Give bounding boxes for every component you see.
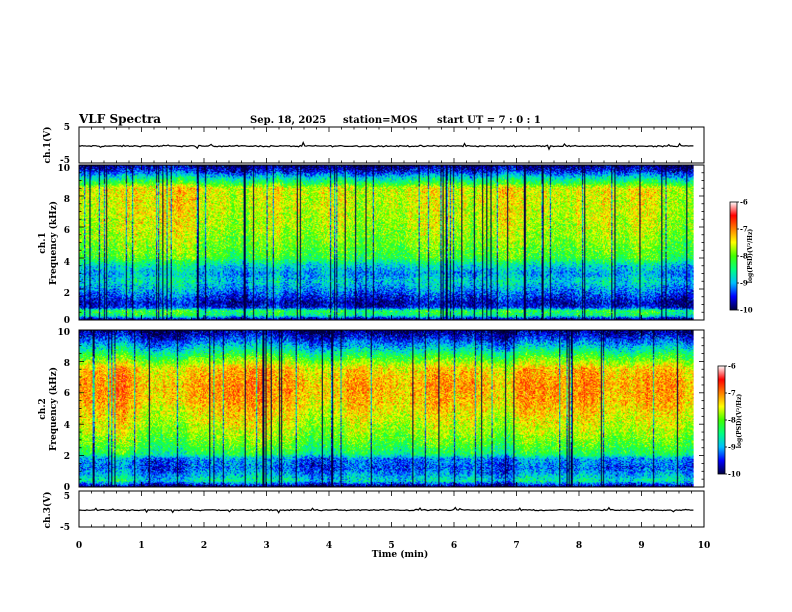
time-axis-tick-label: 5: [388, 541, 394, 551]
ch1-spectrogram-frame: [78, 164, 705, 321]
ch1-colorbar: -6 -7 -8 -9 -10 log(PSD)(V²/Hz): [729, 198, 754, 315]
ch1-spectrogram-panel: 0 2 4 6 8 10 ch.1 Frequency (kHz): [38, 164, 705, 326]
ch2-colorbar-tick-label: -7: [728, 389, 736, 398]
ch2-spectrogram-heatmap: [79, 330, 704, 487]
ch1v-ytick-bottom: -5: [60, 156, 70, 166]
ch2s-ylabel-channel: ch.2: [38, 398, 48, 419]
ch1v-ylabel: ch.1(V): [42, 127, 53, 164]
ch1-spectrogram-heatmap: [79, 165, 704, 320]
time-axis-tick-label: 9: [638, 541, 644, 551]
ch1s-ylabel-frequency: Frequency (kHz): [48, 201, 59, 285]
time-axis-tick-label: 8: [576, 541, 582, 551]
ch2s-ylabel-frequency: Frequency (kHz): [48, 367, 59, 451]
ch3v-ylabel: ch.3(V): [42, 492, 53, 529]
time-axis-tick-labels: 0 1 2 3 4 5 6 7 8 9 10: [76, 541, 710, 551]
ch1s-ytick-6: 6: [64, 226, 70, 236]
ch3-voltage-frame: [78, 490, 705, 528]
ch1-colorbar-tick-label: -7: [740, 225, 748, 234]
time-axis-tick-label: 1: [138, 541, 144, 551]
ch3-voltage-trace: [79, 506, 694, 514]
time-axis-label: Time (min): [372, 549, 429, 560]
ch2-spectrogram-panel: 0 2 4 6 8 10 ch.2 Frequency (kHz): [38, 328, 705, 493]
start-ut-label: start UT = 7 : 0 : 1: [437, 115, 541, 126]
ch2-colorbar-tick-label: -9: [728, 443, 736, 452]
ch1s-ytick-8: 8: [64, 195, 70, 205]
ch2s-ytick-10: 10: [57, 328, 70, 338]
figure-title: VLF Spectra: [78, 112, 161, 126]
ch2-colorbar-tick-label: -10: [728, 470, 741, 479]
ch1v-ytick-top: 5: [64, 123, 70, 133]
time-axis-tick-label: 7: [513, 541, 519, 551]
ch1-colorbar-tick-label: -10: [740, 306, 753, 315]
ch2-colorbar-tick-label: -6: [728, 362, 736, 371]
ch3v-ytick-top: 5: [64, 492, 70, 502]
ch2-colorbar-tick-label: -8: [728, 416, 736, 425]
time-axis-tick-label: 2: [201, 541, 207, 551]
ch2-colorbar-label: log(PSD)(V²/Hz): [736, 394, 743, 449]
ch1s-ytick-0: 0: [64, 316, 70, 326]
ch2s-ytick-8: 8: [64, 359, 70, 369]
ch1-colorbar-tick-label: -8: [740, 252, 748, 261]
time-axis-tick-label: 0: [76, 541, 82, 551]
ch3-voltage-panel: 5 -5 ch.3(V): [42, 490, 705, 533]
time-axis-tick-label: 3: [263, 541, 269, 551]
ch2-spectrogram-frame: [78, 329, 705, 488]
time-axis-tick-label: 6: [451, 541, 457, 551]
ch2-colorbar-ticks: -6 -7 -8 -9 -10: [725, 362, 741, 479]
ch1-voltage-trace: [78, 140, 694, 151]
ch1s-ylabel-channel: ch.1: [38, 232, 48, 253]
ch1-colorbar-ticks: -6 -7 -8 -9 -10: [737, 198, 753, 315]
ch1-colorbar-label: log(PSD)(V²/Hz): [747, 229, 754, 284]
time-axis-tick-label: 4: [326, 541, 332, 551]
date-label: Sep. 18, 2025: [250, 115, 326, 126]
ch2s-ytick-0: 0: [64, 483, 70, 493]
ch2s-ytick-2: 2: [64, 452, 70, 462]
station-label: station=MOS: [343, 115, 417, 126]
ch1-voltage-ticks: [78, 127, 705, 163]
ch2-colorbar-gradient: [717, 365, 726, 475]
time-axis-tick-label: 10: [698, 541, 711, 551]
ch1s-ytick-4: 4: [64, 258, 70, 268]
ch2s-ytick-6: 6: [64, 389, 70, 399]
ch2s-ytick-4: 4: [64, 421, 70, 431]
ch2-colorbar: -6 -7 -8 -9 -10 log(PSD)(V²/Hz): [717, 362, 743, 479]
ch1-colorbar-gradient: [729, 201, 738, 311]
ch1s-ytick-10: 10: [57, 164, 70, 174]
ch1s-ytick-2: 2: [64, 289, 70, 299]
ch1-voltage-frame: [78, 126, 705, 164]
ch1-colorbar-tick-label: -6: [740, 198, 748, 207]
ch1-colorbar-tick-label: -9: [740, 279, 748, 288]
ch1-voltage-panel: 5 -5 ch.1(V): [42, 123, 705, 166]
ch3v-ytick-bottom: -5: [60, 523, 70, 533]
